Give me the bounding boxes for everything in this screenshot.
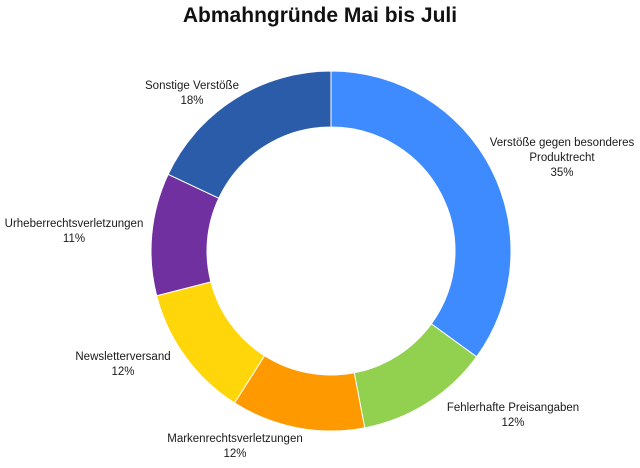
slice-name-label: Newsletterversand [75, 351, 170, 363]
slice-name-label: Sonstige Verstöße [145, 80, 239, 92]
slice-name-label: Verstöße gegen besonderes [490, 137, 635, 149]
slice-name-label: Markenrechtsverletzungen [167, 433, 303, 445]
slice-value-label: 12% [501, 417, 524, 429]
slice-label: Newsletterversand 12% [75, 351, 170, 378]
slice-value-label: 18% [180, 95, 203, 107]
slice-value-label: 12% [223, 448, 246, 460]
chart-title: Abmahngründe Mai bis Juli [182, 4, 458, 27]
slice-label: Markenrechtsverletzungen 12% [167, 433, 303, 460]
slice-name-label: Produktrecht [529, 152, 595, 164]
slice-label: Fehlerhafte Preisangaben 12% [447, 402, 579, 429]
slice-value-label: 12% [111, 366, 134, 378]
slice-value-label: 11% [63, 233, 85, 245]
slice-name-label: Urheberrechtsverletzungen [5, 218, 144, 230]
slice-name-label: Fehlerhafte Preisangaben [447, 402, 579, 414]
slice-value-label: 35% [550, 167, 573, 179]
donut-slice [167, 70, 332, 199]
slice-label: Urheberrechtsverletzungen 11% [5, 218, 144, 245]
slice-label: Sonstige Verstöße 18% [145, 80, 239, 107]
donut-slice [330, 70, 512, 358]
slice-label: Verstöße gegen besonderes Produktrecht 35% [490, 137, 635, 179]
